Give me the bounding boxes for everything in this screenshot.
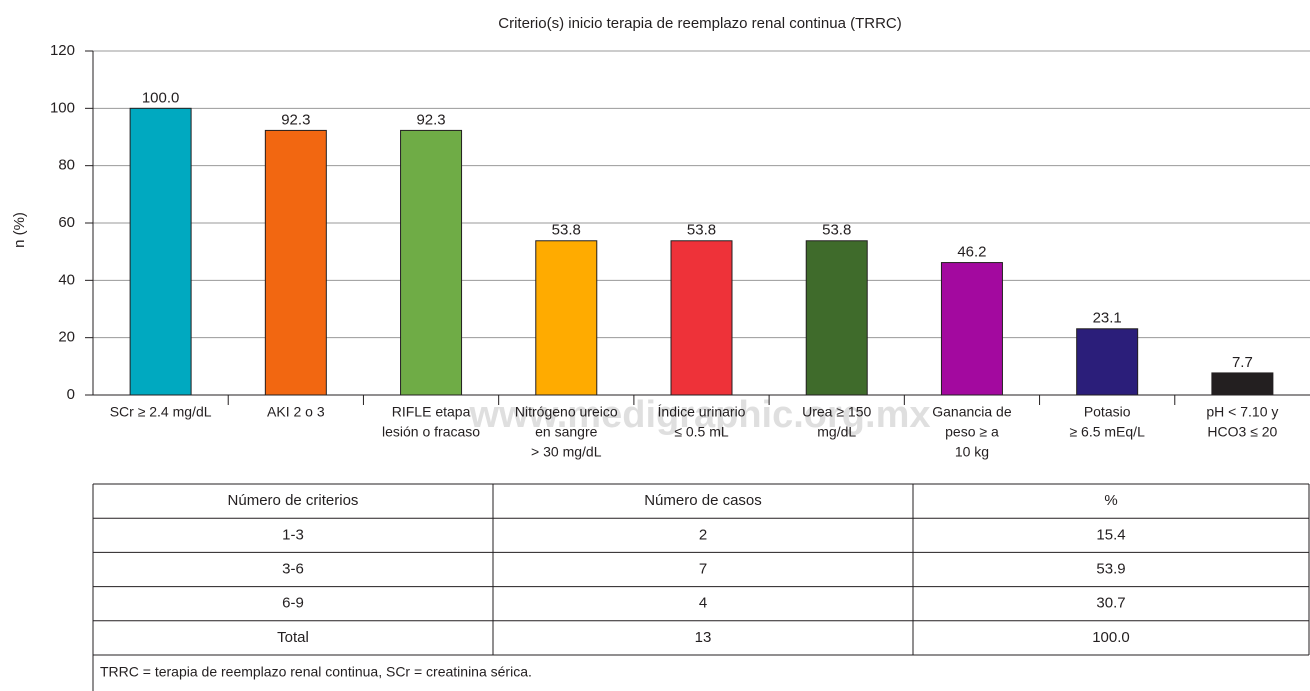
- table-cell: 53.9: [1096, 560, 1125, 577]
- table-cell: 15.4: [1096, 526, 1125, 543]
- bar: [264, 129, 327, 396]
- table-cell: 100.0: [1092, 629, 1130, 646]
- bar: [400, 129, 463, 396]
- x-tick-label: > 30 mg/dL: [531, 444, 602, 460]
- bar: [1076, 328, 1139, 396]
- table-cell: 6-9: [282, 595, 304, 612]
- data-label: 53.8: [687, 222, 716, 239]
- bar: [129, 107, 192, 396]
- bar: [670, 240, 733, 396]
- bar: [940, 262, 1003, 396]
- data-label: 92.3: [281, 111, 310, 128]
- x-tick-label: pH < 7.10 y: [1206, 404, 1278, 420]
- y-tick-label: 40: [58, 271, 75, 288]
- x-tick-label: peso ≥ a: [945, 424, 999, 440]
- data-label: 53.8: [822, 222, 851, 239]
- watermark: www.medigraphic.org.mx: [468, 394, 930, 436]
- table-cell: 13: [695, 629, 712, 646]
- table-header: %: [1104, 492, 1117, 509]
- bar: [535, 240, 598, 396]
- x-tick-label: SCr ≥ 2.4 mg/dL: [110, 404, 212, 420]
- table-header: Número de casos: [644, 492, 762, 509]
- x-tick-label: ≥ 6.5 mEq/L: [1069, 424, 1145, 440]
- data-label: 46.2: [957, 244, 986, 261]
- x-tick-label: en sangre: [535, 424, 597, 440]
- table-cell: Total: [277, 629, 309, 646]
- bar: [1211, 372, 1274, 396]
- x-tick-label: Nitrógeno ureico: [515, 404, 618, 420]
- data-label: 53.8: [552, 222, 581, 239]
- y-axis-label: n (%): [11, 212, 28, 248]
- table-cell: 3-6: [282, 560, 304, 577]
- x-tick-label: lesión o fracaso: [382, 424, 480, 440]
- x-tick-label: 10 kg: [955, 444, 989, 460]
- table-cell: 2: [699, 526, 707, 543]
- y-tick-label: 80: [58, 157, 75, 174]
- data-label: 100.0: [142, 89, 180, 106]
- data-label: 7.7: [1232, 354, 1253, 371]
- x-tick-label: Índice urinario: [658, 404, 746, 420]
- y-tick-label: 120: [50, 42, 75, 59]
- x-tick-label: RIFLE etapa: [392, 404, 471, 420]
- x-tick-label: HCO3 ≤ 20: [1207, 424, 1277, 440]
- data-label: 92.3: [416, 111, 445, 128]
- y-tick-label: 100: [50, 99, 75, 116]
- table-cell: 1-3: [282, 526, 304, 543]
- x-tick-label: AKI 2 o 3: [267, 404, 325, 420]
- x-tick-label: Ganancia de: [932, 404, 1012, 420]
- y-tick-label: 20: [58, 329, 75, 346]
- table-footnote: TRRC = terapia de reemplazo renal contin…: [100, 664, 532, 680]
- table-cell: 30.7: [1096, 595, 1125, 612]
- x-tick-label: ≤ 0.5 mL: [674, 424, 729, 440]
- table-header: Número de criterios: [228, 492, 359, 509]
- x-tick-label: Potasio: [1084, 404, 1131, 420]
- data-label: 23.1: [1093, 310, 1122, 327]
- y-tick-label: 60: [58, 214, 75, 231]
- table-cell: 7: [699, 560, 707, 577]
- chart-title: Criterio(s) inicio terapia de reemplazo …: [498, 15, 901, 32]
- bar: [805, 240, 868, 396]
- table-cell: 4: [699, 595, 707, 612]
- x-tick-label: mg/dL: [817, 424, 856, 440]
- y-tick-label: 0: [67, 386, 75, 403]
- x-tick-label: Urea ≥ 150: [802, 404, 871, 420]
